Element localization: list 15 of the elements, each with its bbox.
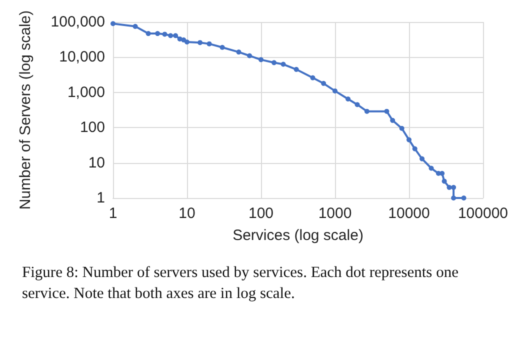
x-tick-label: 100 <box>248 205 274 222</box>
x-tick-label: 100000 <box>458 205 508 222</box>
x-tick-label: 10000 <box>388 205 430 222</box>
x-tick-label: 1000 <box>318 205 352 222</box>
y-axis-title: Number of Servers (log scale) <box>17 10 34 210</box>
y-tick-label: 1 <box>96 190 105 206</box>
x-tick-label: 10 <box>178 205 196 222</box>
x-tick-label: 1 <box>108 205 118 222</box>
y-tick-label: 100,000 <box>50 14 105 30</box>
y-tick-label: 100 <box>80 119 105 136</box>
x-axis-title: Services (log scale) <box>232 227 364 244</box>
y-tick-label: 1,000 <box>67 84 105 101</box>
y-tick-label: 10 <box>88 154 105 172</box>
y-tick-label: 10,000 <box>59 48 105 66</box>
caption: Figure 8: Number of servers used by services. Each dot represents one service. Note that both axes are in log scale. <box>22 263 460 304</box>
